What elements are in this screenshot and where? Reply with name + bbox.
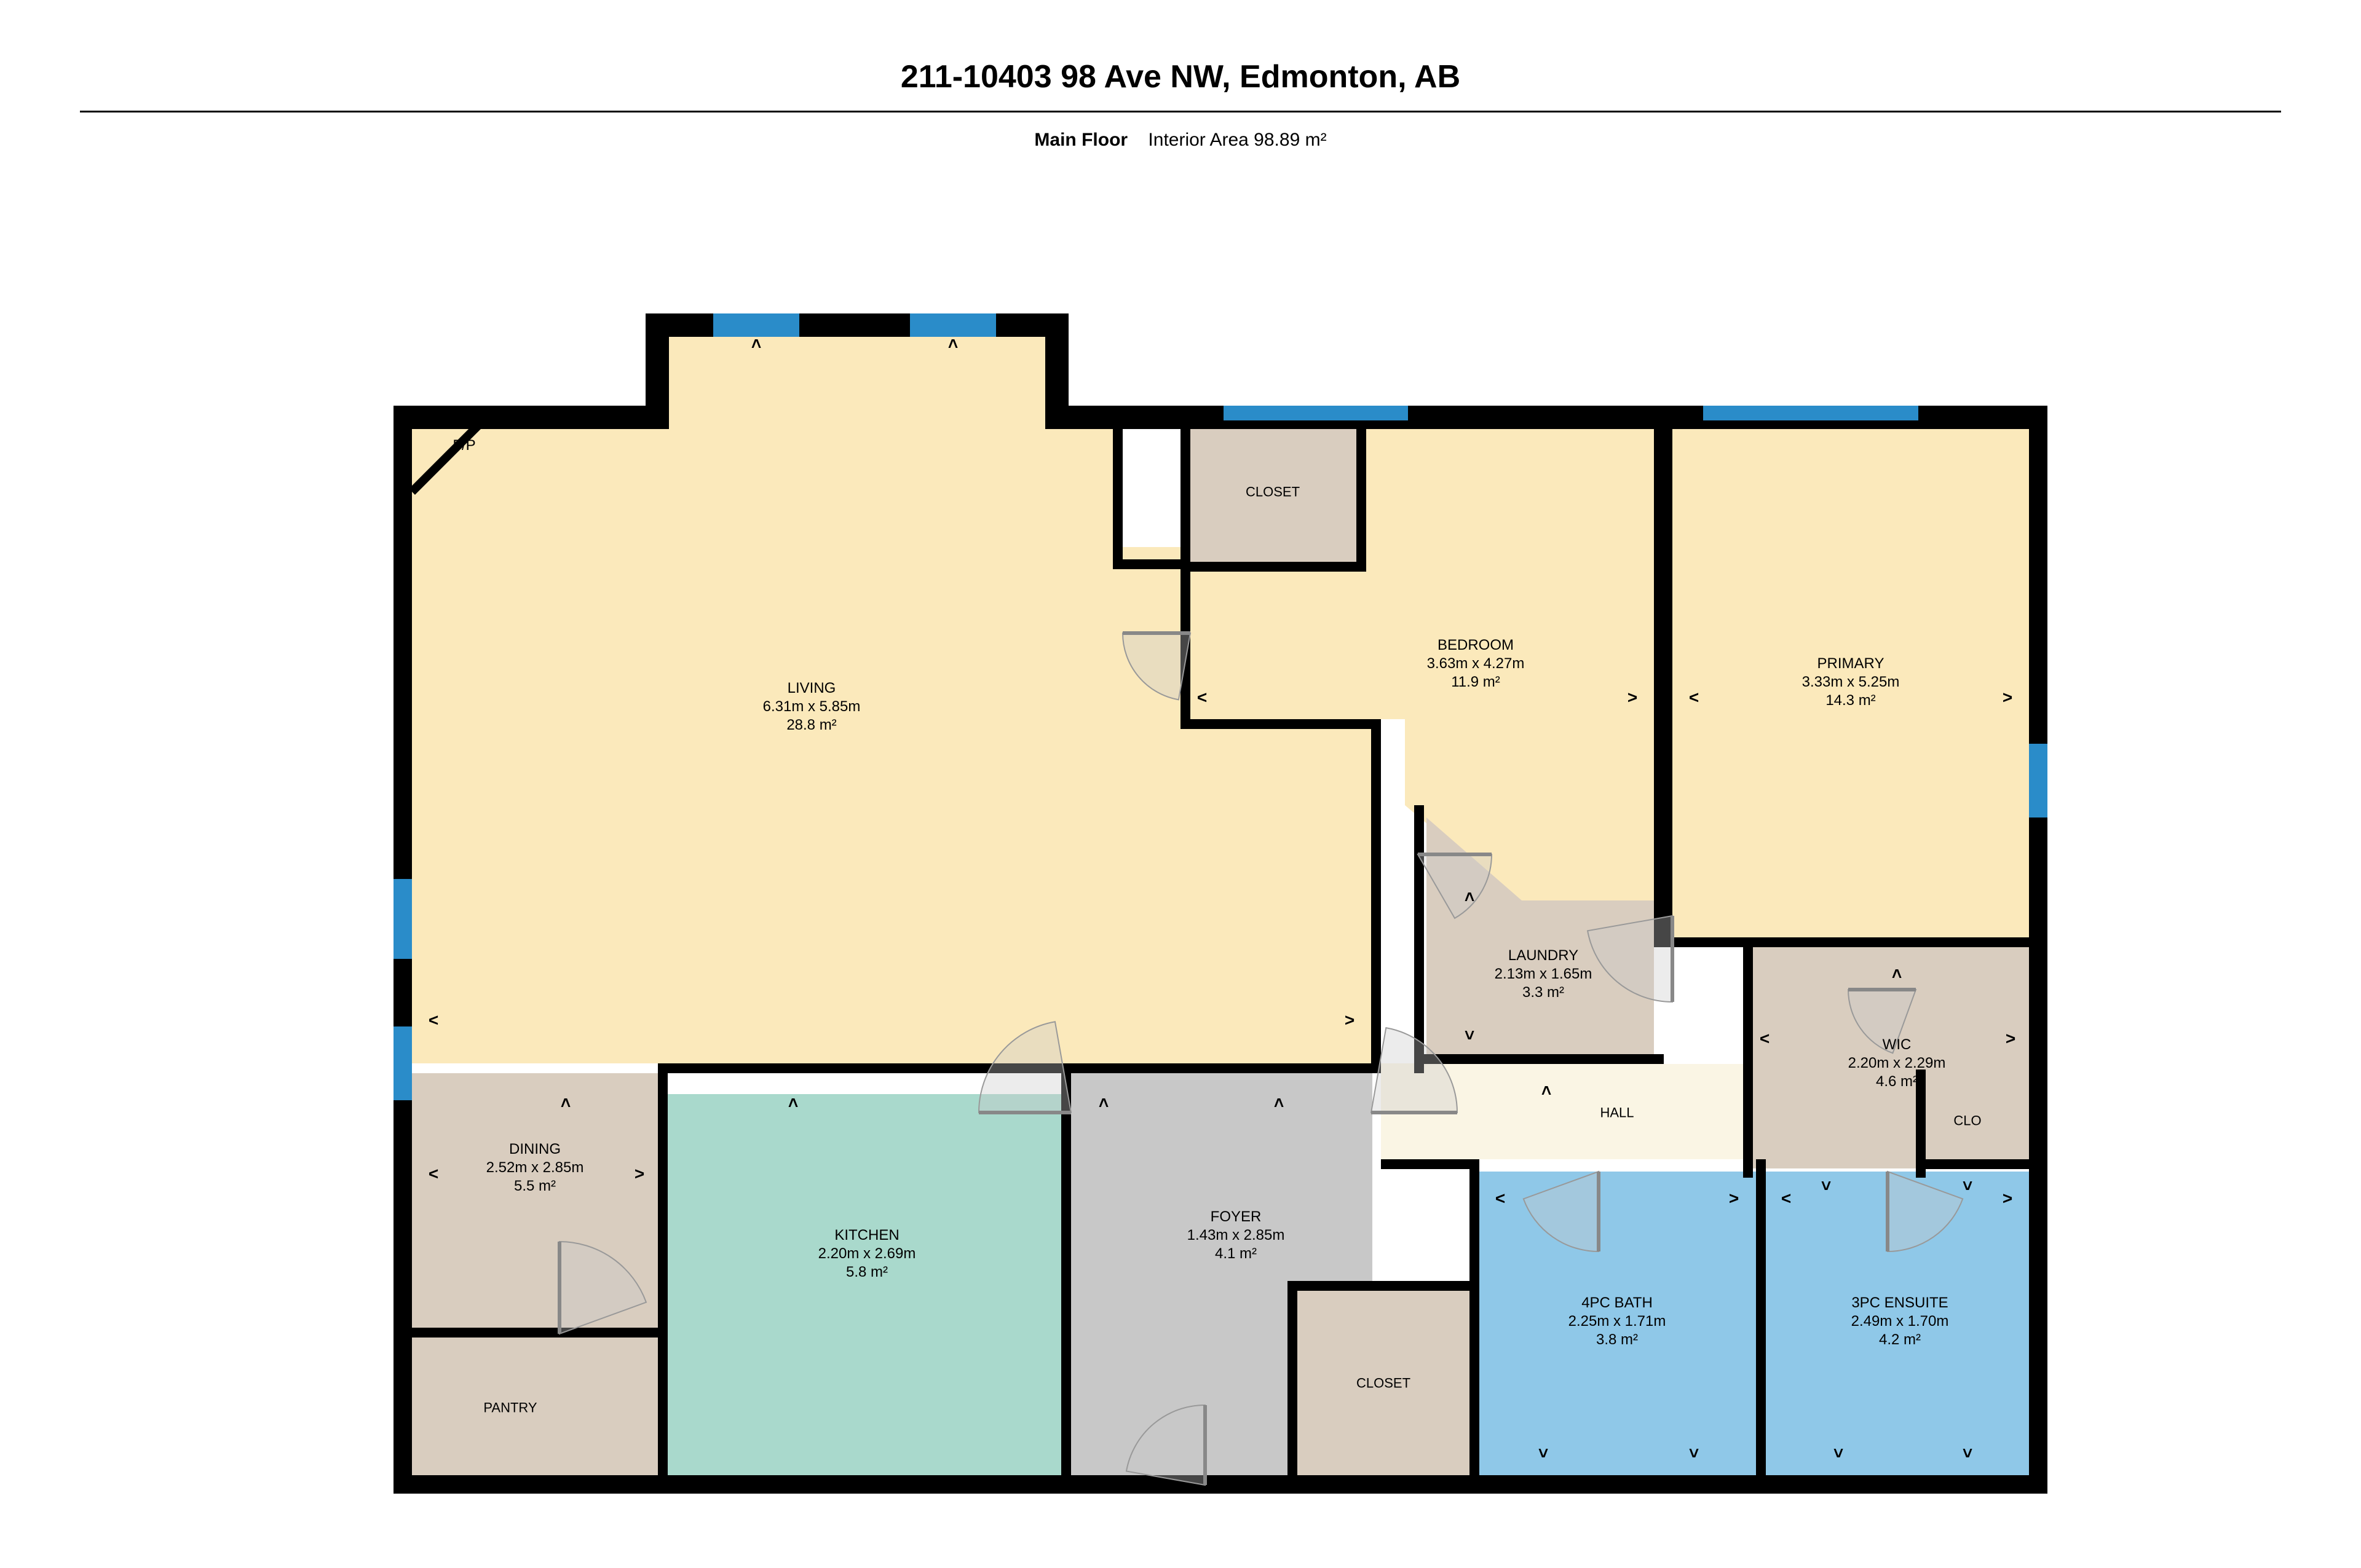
- window-2: [1224, 406, 1408, 420]
- window-5: [394, 1026, 412, 1100]
- label-bedroom: BEDROOM3.63m x 4.27m11.9 m²: [1427, 636, 1525, 691]
- inner-wall-4: [1356, 421, 1366, 572]
- floor-label: Main Floor: [1034, 130, 1128, 150]
- dim-arrow-29: ˅: [1963, 1444, 1972, 1464]
- dim-arrow-1: ˄: [948, 334, 958, 354]
- floor-plan: LIVING6.31m x 5.85m28.8 m² CLOSET BEDROOM3…: [394, 313, 2047, 1494]
- label-hall: HALL: [1600, 1104, 1634, 1121]
- page-title: 211-10403 98 Ave NW, Edmonton, AB: [0, 58, 2361, 95]
- dim-arrow-8: ˂: [1760, 1029, 1770, 1049]
- label-fp: F/P: [453, 436, 475, 455]
- dim-arrow-10: ˄: [1465, 888, 1474, 907]
- dim-arrow-5: ˃: [1627, 688, 1637, 707]
- inner-wall-9: [658, 1063, 668, 1485]
- dim-arrow-2: ˂: [429, 1011, 438, 1030]
- dim-arrow-28: ˅: [1833, 1444, 1843, 1464]
- inner-wall-3: [1180, 719, 1381, 729]
- dim-arrow-6: ˂: [1689, 688, 1699, 707]
- dim-arrow-16: ˃: [1729, 1189, 1739, 1208]
- dim-arrow-22: ˄: [1274, 1093, 1284, 1113]
- door-ensuite: [1805, 1089, 1970, 1254]
- window-6: [2029, 744, 2047, 817]
- open-dining-top: [412, 1073, 658, 1083]
- inner-wall-21: [1287, 1281, 1479, 1291]
- door-closet-bed: [1120, 563, 1260, 703]
- dim-arrow-27: ˅: [1689, 1444, 1699, 1464]
- door-entry: [1123, 1403, 1287, 1567]
- label-kitchen: KITCHEN2.20m x 2.69m5.8 m²: [818, 1226, 916, 1282]
- door-laundry: [1342, 778, 1494, 931]
- dim-arrow-9: ˃: [2006, 1029, 2015, 1049]
- label-pantry: PANTRY: [483, 1399, 537, 1416]
- dim-arrow-3: ˃: [1345, 1011, 1355, 1030]
- dim-arrow-18: ˃: [2003, 1189, 2012, 1208]
- label-foyer: FOYER1.43m x 2.85m4.1 m²: [1187, 1208, 1285, 1263]
- dim-arrow-4: ˂: [1197, 688, 1207, 707]
- dim-arrow-0: ˄: [751, 334, 761, 354]
- dim-arrow-25: ˄: [1892, 964, 1902, 984]
- dim-arrow-26: ˅: [1538, 1444, 1548, 1464]
- label-closet_foyer: CLOSET: [1356, 1374, 1410, 1392]
- label-dining: DINING2.52m x 2.85m5.5 m²: [486, 1140, 584, 1196]
- label-clo: CLO: [1953, 1112, 1981, 1129]
- label-ensuite: 3PC ENSUITE2.49m x 1.70m4.2 m²: [1851, 1294, 1949, 1349]
- title-rule: [80, 111, 2281, 112]
- dim-arrow-13: ˅: [1963, 1176, 1972, 1196]
- window-3: [1703, 406, 1918, 420]
- dim-arrow-7: ˃: [2003, 688, 2012, 707]
- label-primary: PRIMARY3.33m x 5.25m14.3 m²: [1802, 655, 1900, 710]
- door-foyer-right: [1283, 1024, 1460, 1201]
- dim-arrow-11: ˅: [1465, 1026, 1474, 1046]
- dim-arrow-20: ˃: [635, 1164, 644, 1184]
- outer-wall-3: [2029, 406, 2047, 1494]
- header: 211-10403 98 Ave NW, Edmonton, AB Main F…: [0, 0, 2361, 151]
- dim-arrow-12: ˄: [1541, 1081, 1551, 1101]
- door-foyer-left: [976, 1018, 1166, 1207]
- subtitle: Main Floor Interior Area 98.89 m²: [0, 130, 2361, 151]
- dim-arrow-24: ˄: [561, 1093, 571, 1113]
- inner-wall-17: [1469, 1159, 1479, 1485]
- outer-wall-5: [646, 313, 1064, 337]
- label-laundry: LAUNDRY2.13m x 1.65m3.3 m²: [1495, 947, 1592, 1002]
- dim-arrow-21: ˄: [1099, 1093, 1109, 1113]
- door-bath: [1516, 1089, 1681, 1254]
- dim-arrow-17: ˂: [1781, 1189, 1791, 1208]
- dim-arrow-19: ˂: [429, 1164, 438, 1184]
- window-0: [713, 313, 799, 337]
- inner-wall-22: [1287, 1281, 1297, 1485]
- label-living: LIVING6.31m x 5.85m28.8 m²: [763, 679, 861, 735]
- label-wic: WIC2.20m x 2.29m4.6 m²: [1848, 1036, 1946, 1091]
- dim-arrow-15: ˂: [1495, 1189, 1505, 1208]
- label-bath: 4PC BATH2.25m x 1.71m3.8 m²: [1568, 1294, 1666, 1349]
- dim-arrow-23: ˄: [788, 1093, 798, 1113]
- window-1: [910, 313, 996, 337]
- inner-wall-18: [1756, 1159, 1766, 1485]
- door-primary: [1584, 827, 1761, 1004]
- window-4: [394, 879, 412, 959]
- dim-arrow-14: ˅: [1821, 1176, 1831, 1196]
- label-closet_bed: CLOSET: [1246, 483, 1300, 500]
- area-label: Interior Area 98.89 m²: [1148, 130, 1326, 150]
- inner-wall-0: [1113, 424, 1123, 559]
